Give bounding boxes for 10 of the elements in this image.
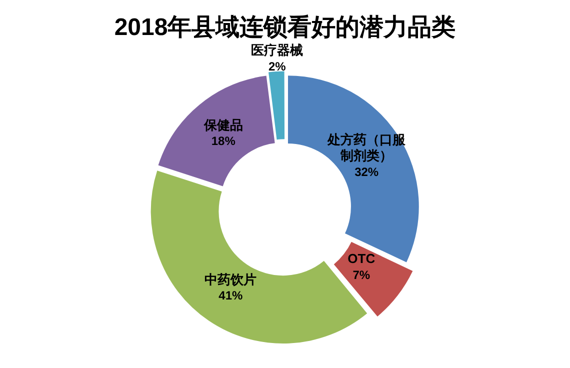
data-label: 32% (354, 164, 379, 179)
slice-label: OTC (348, 251, 376, 266)
data-label: 41% (218, 288, 244, 303)
slice-label: 中药饮片 (204, 272, 257, 287)
data-label: 18% (211, 134, 236, 148)
data-label: 2% (268, 59, 286, 74)
slice-label: 保健品 (202, 118, 243, 133)
chart-title: 2018年县域连锁看好的潜力品类 (114, 14, 456, 42)
data-label: 7% (352, 268, 370, 282)
slice-label: 医疗器械 (251, 42, 304, 58)
